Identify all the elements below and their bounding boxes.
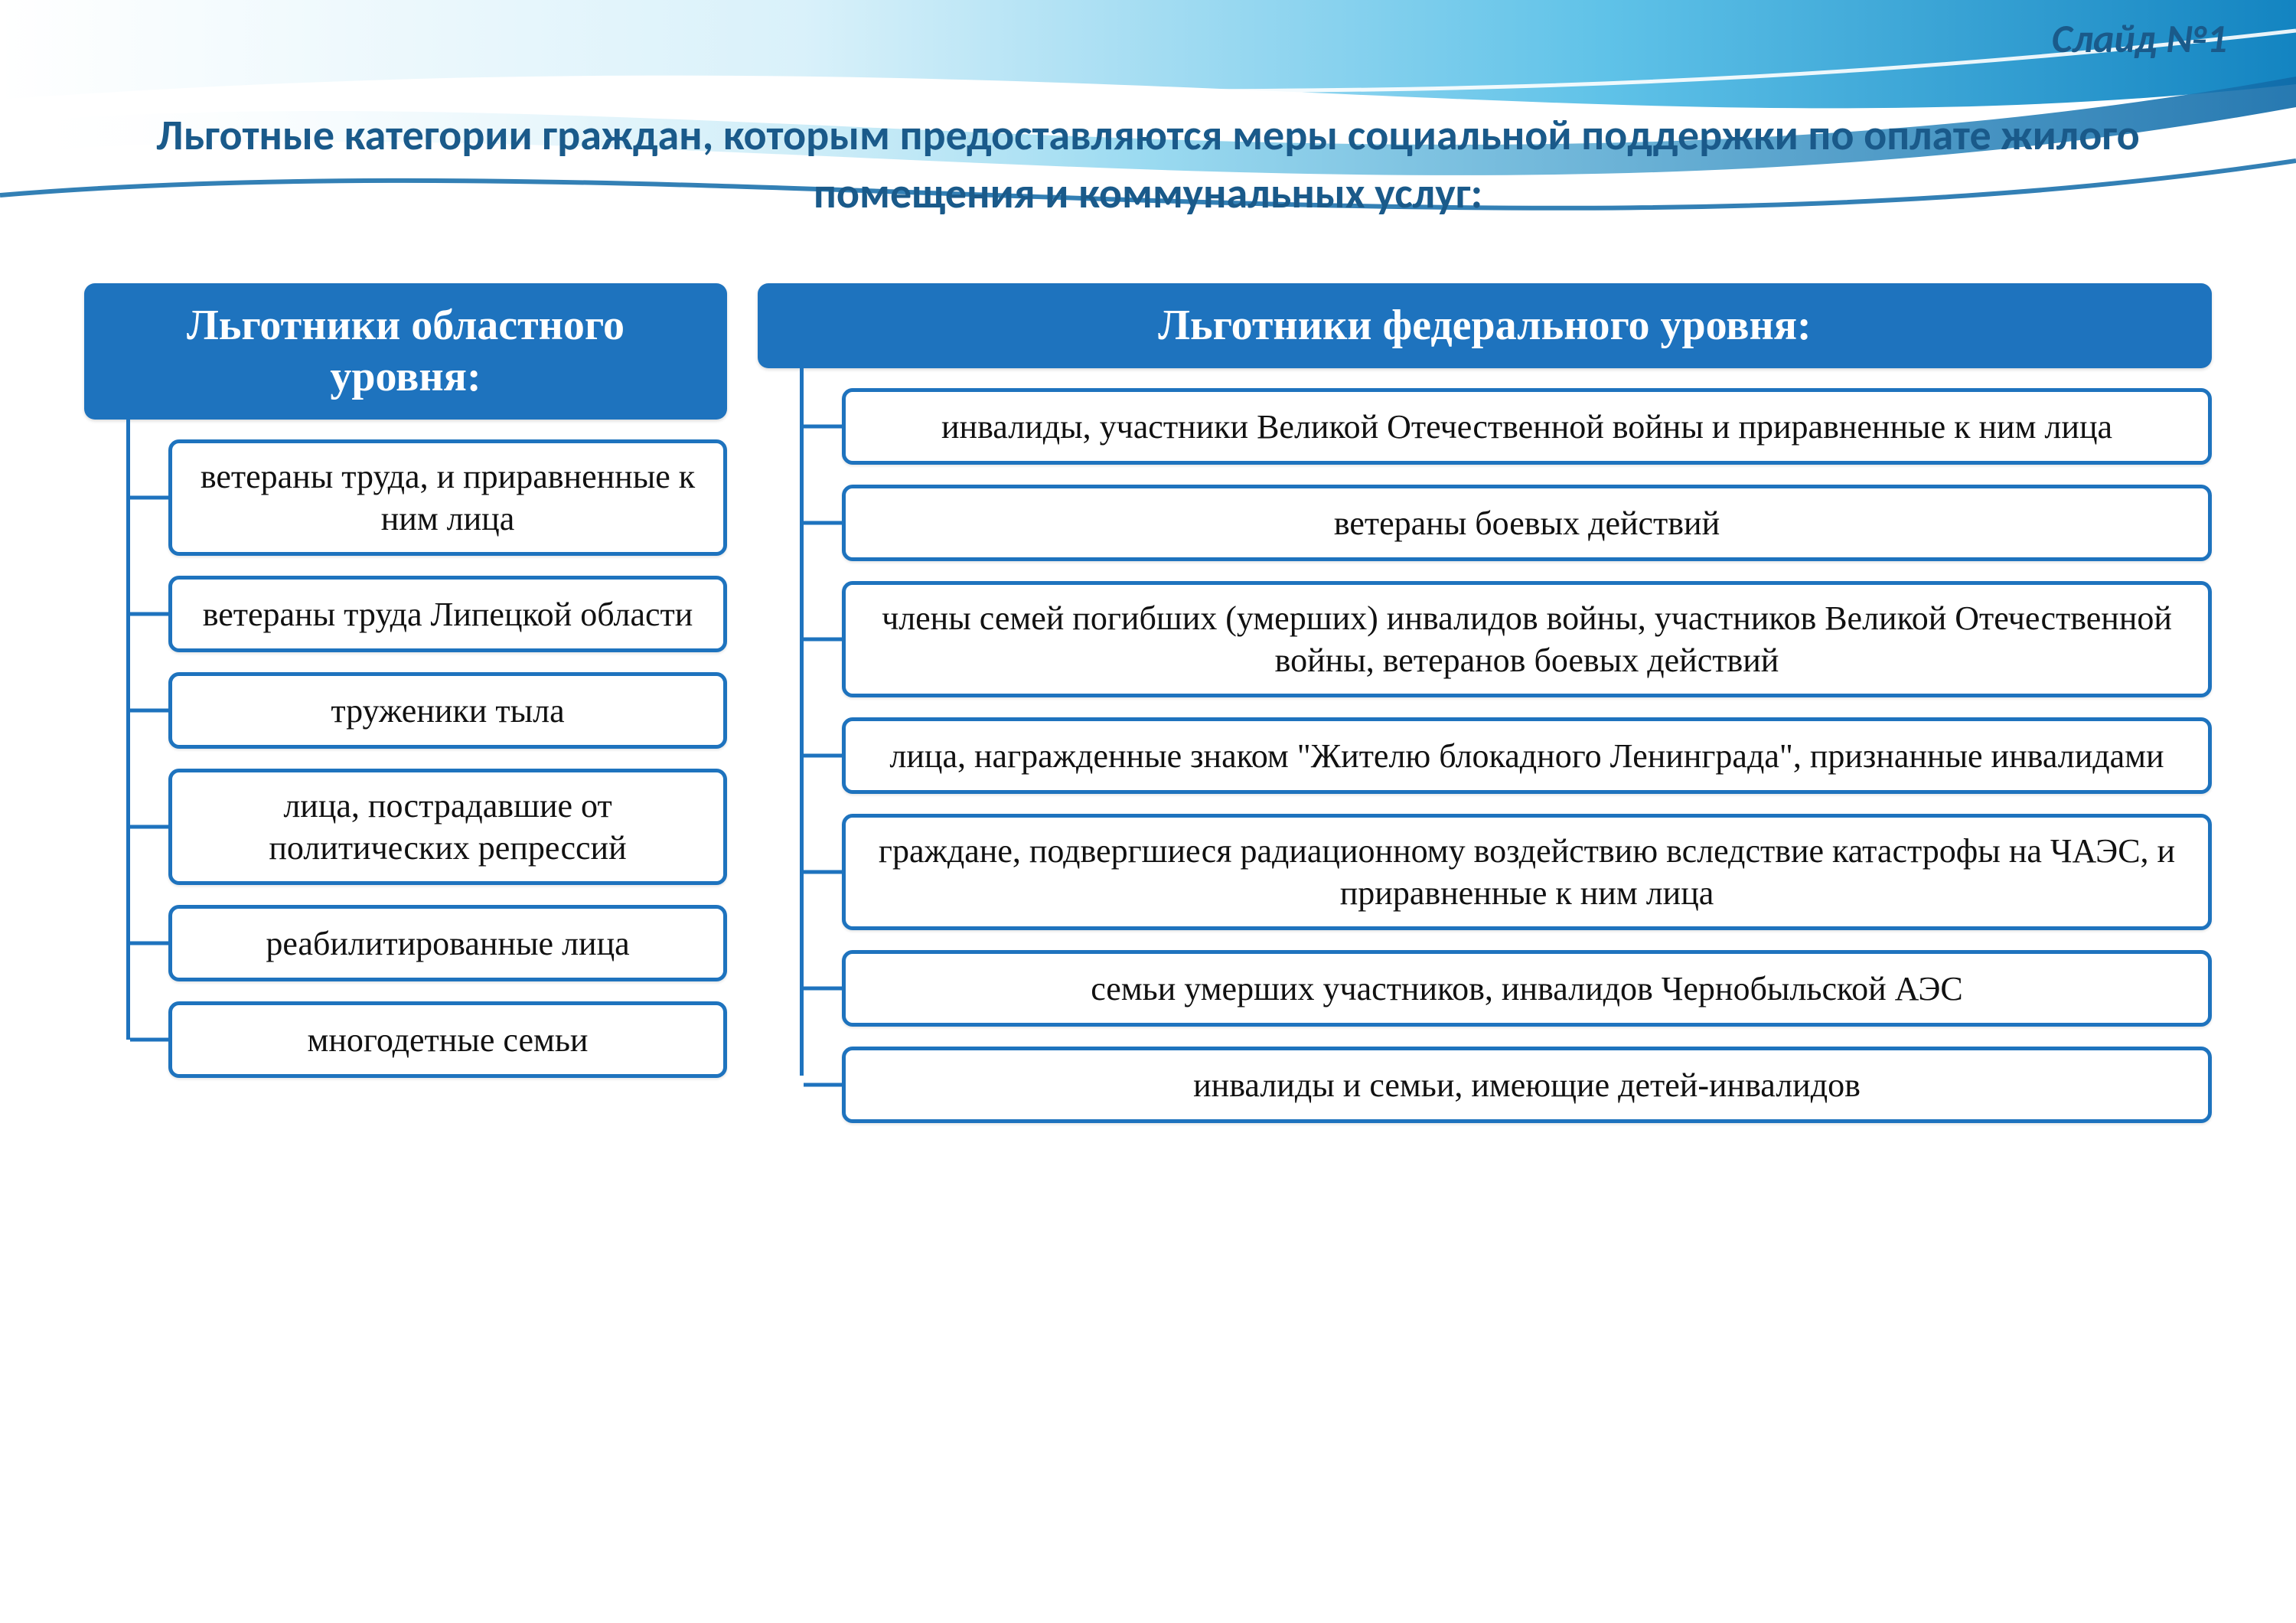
list-item: многодетные семьи xyxy=(168,1001,727,1078)
regional-list: ветераны труда, и приравненные к ним лиц… xyxy=(84,439,727,1078)
list-item: члены семей погибших (умерших) инвалидов… xyxy=(842,581,2212,697)
list-item: инвалиды, участники Великой Отечественно… xyxy=(842,388,2212,465)
columns-container: Льготники областного уровня: ветераны тр… xyxy=(84,283,2212,1143)
column-regional: Льготники областного уровня: ветераны тр… xyxy=(84,283,727,1098)
federal-list: инвалиды, участники Великой Отечественно… xyxy=(758,388,2212,1123)
list-item: труженики тыла xyxy=(168,672,727,749)
list-item: граждане, подвергшиеся радиационному воз… xyxy=(842,814,2212,930)
slide-number-label: Слайд №1 xyxy=(2052,14,2227,63)
slide-title: Льготные категории граждан, которым пред… xyxy=(0,107,2296,223)
list-item: ветераны труда Липецкой области xyxy=(168,576,727,652)
list-item: ветераны боевых действий xyxy=(842,485,2212,561)
list-item: лица, пострадавшие от политических репре… xyxy=(168,769,727,885)
list-item: инвалиды и семьи, имеющие детей-инвалидо… xyxy=(842,1047,2212,1123)
column-header-regional: Льготники областного уровня: xyxy=(84,283,727,420)
column-federal: Льготники федерального уровня: инвалиды,… xyxy=(758,283,2212,1143)
list-item: лица, награжденные знаком "Жителю блокад… xyxy=(842,717,2212,794)
column-header-federal: Льготники федерального уровня: xyxy=(758,283,2212,368)
list-item: семьи умерших участников, инвалидов Черн… xyxy=(842,950,2212,1027)
list-item: реабилитированные лица xyxy=(168,905,727,981)
list-item: ветераны труда, и приравненные к ним лиц… xyxy=(168,439,727,556)
